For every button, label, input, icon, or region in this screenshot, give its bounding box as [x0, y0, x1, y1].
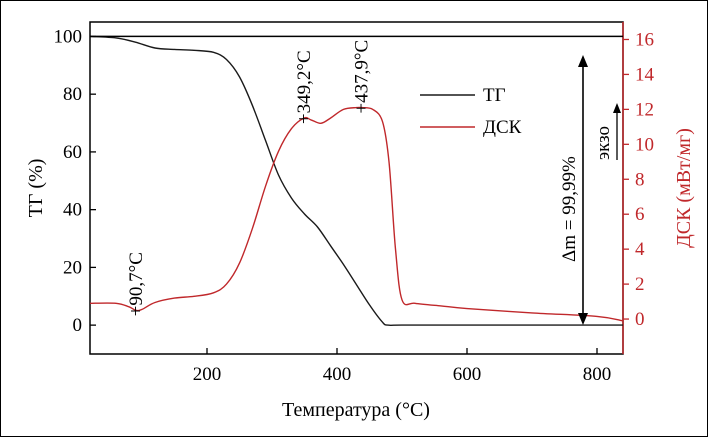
y2-tick-label-0: 0 [635, 309, 645, 330]
y2-tick-label-8: 8 [635, 169, 645, 190]
mass-loss-label: Δm = 99,99% [559, 156, 580, 262]
annotation-90-7: +90,7°C [126, 252, 147, 316]
y-axis-title: ТГ (%) [25, 159, 47, 218]
mass-loss-arrow-head-top [578, 55, 588, 67]
y2-tick-label-16: 16 [635, 29, 654, 50]
x-tick-label-800: 800 [583, 364, 612, 385]
legend-label-tg: ТГ [483, 85, 506, 106]
annotation-349-2: +349,2°C [294, 50, 315, 124]
x-tick-label-400: 400 [323, 364, 352, 385]
exo-arrow-head [613, 103, 621, 113]
y2-axis-title: ДСК (мВт/мг) [673, 128, 695, 248]
x-tick-label-600: 600 [453, 364, 482, 385]
y-tick-label-40: 40 [63, 200, 82, 221]
legend: ТГ ДСК [420, 85, 522, 138]
y2-tick-label-2: 2 [635, 274, 645, 295]
mass-loss-arrow-head-bottom [578, 313, 588, 325]
y-tick-label-100: 100 [54, 26, 83, 47]
y-tick-label-20: 20 [63, 257, 82, 278]
y-tick-label-0: 0 [73, 315, 83, 336]
y2-tick-label-6: 6 [635, 204, 645, 225]
y2-tick-label-12: 12 [635, 99, 654, 120]
series-line-tg [89, 35, 624, 327]
x-axis-title: Температура (°C) [282, 399, 430, 421]
exo-label: экзо [593, 126, 614, 160]
series-line-dsc [89, 106, 624, 322]
y2-tick-label-14: 14 [635, 64, 655, 85]
y-tick-label-80: 80 [63, 84, 82, 105]
x-tick-label-200: 200 [193, 364, 222, 385]
legend-label-dsc: ДСК [483, 117, 522, 138]
y-tick-label-60: 60 [63, 142, 82, 163]
y2-tick-label-10: 10 [635, 134, 654, 155]
annotation-437-9: +437,9°C [352, 40, 373, 114]
y2-tick-label-4: 4 [635, 239, 645, 260]
